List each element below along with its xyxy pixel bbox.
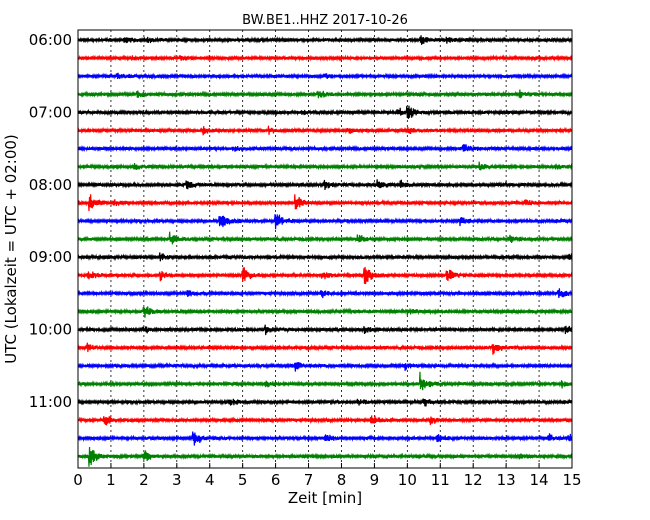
x-tick-label-2: 2 xyxy=(139,471,149,489)
trace-1100 xyxy=(77,398,573,407)
x-tick-label-14: 14 xyxy=(530,471,549,489)
trace-0715 xyxy=(77,125,573,136)
x-tick-label-10: 10 xyxy=(398,471,417,489)
trace-0615 xyxy=(77,54,573,63)
trace-0930 xyxy=(77,288,573,299)
trace-1015 xyxy=(77,342,573,355)
x-tick-label-11: 11 xyxy=(431,471,450,489)
seismic-traces xyxy=(77,35,573,467)
y-tick-label-2: 08:00 xyxy=(29,176,72,194)
x-tick-label-1: 1 xyxy=(106,471,116,489)
trace-1030 xyxy=(77,361,573,372)
x-tick-label-0: 0 xyxy=(73,471,83,489)
trace-0945 xyxy=(77,306,573,318)
trace-1130 xyxy=(77,431,573,446)
trace-0600 xyxy=(77,35,573,45)
y-tick-label-5: 11:00 xyxy=(29,393,72,411)
trace-0830 xyxy=(77,214,573,230)
y-axis-label: UTC (Lokalzeit = UTC + 02:00) xyxy=(2,134,20,364)
trace-0845 xyxy=(77,231,573,245)
trace-0645 xyxy=(77,89,573,99)
x-axis-ticks: 0 1 2 3 4 5 6 7 8 9 10 11 12 13 14 15 xyxy=(73,463,582,489)
trace-1045 xyxy=(77,371,573,391)
plot-frame xyxy=(77,29,573,469)
x-tick-label-15: 15 xyxy=(562,471,581,489)
chart-title: BW.BE1..HHZ 2017-10-26 xyxy=(242,13,408,28)
trace-0800 xyxy=(77,179,573,191)
x-tick-label-13: 13 xyxy=(497,471,516,489)
x-tick-label-12: 12 xyxy=(464,471,483,489)
x-tick-label-3: 3 xyxy=(172,471,182,489)
x-tick-label-8: 8 xyxy=(337,471,347,489)
x-axis-label: Zeit [min] xyxy=(288,489,362,507)
trace-0730 xyxy=(77,143,573,153)
x-tick-label-9: 9 xyxy=(370,471,380,489)
y-axis-ticks: 06:00 07:00 08:00 09:00 10:00 11:00 xyxy=(29,31,83,411)
y-tick-label-1: 07:00 xyxy=(29,103,72,121)
trace-0900 xyxy=(77,252,573,262)
x-tick-label-5: 5 xyxy=(238,471,248,489)
x-tick-label-6: 6 xyxy=(271,471,281,489)
trace-0915 xyxy=(77,266,573,285)
trace-1000 xyxy=(77,324,573,336)
trace-1115 xyxy=(77,415,573,426)
x-tick-label-7: 7 xyxy=(304,471,314,489)
y-tick-label-0: 06:00 xyxy=(29,31,72,49)
y-tick-label-3: 09:00 xyxy=(29,248,72,266)
grid-lines xyxy=(110,30,540,468)
trace-0815 xyxy=(77,194,573,212)
trace-0630 xyxy=(77,72,573,80)
trace-0745 xyxy=(77,161,573,171)
trace-0700 xyxy=(77,105,573,119)
y-tick-label-4: 10:00 xyxy=(29,321,72,339)
trace-1145 xyxy=(77,446,573,467)
x-tick-label-4: 4 xyxy=(205,471,215,489)
